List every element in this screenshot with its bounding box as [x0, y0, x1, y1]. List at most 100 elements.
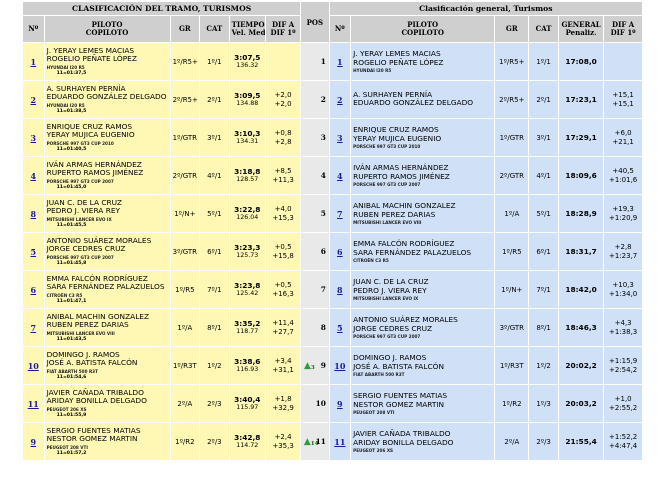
stage-crew: JAVIER CAÑADA TRIBALDO ARIDAY BONILLA DE…	[44, 385, 171, 423]
general-car-number-link[interactable]: 2	[329, 81, 352, 119]
general-time: 21:55,4	[558, 423, 605, 461]
car-model: MITSUBISHI LANCER EVO IX	[353, 296, 419, 301]
stage-category: 7º/1	[200, 271, 230, 309]
general-car-number-link[interactable]: 10	[329, 347, 352, 385]
stage-car-number-link[interactable]: 8	[23, 195, 45, 233]
stage-car-number-link[interactable]: 1	[23, 43, 45, 81]
split-time: 11=01:55,9	[56, 412, 87, 418]
position-cell: 7	[301, 271, 330, 309]
general-time: 18:46,3	[558, 309, 605, 347]
table-row: 3 ENRIQUE CRUZ RAMOS YERAY MUJICA EUGENI…	[23, 119, 643, 157]
driver-name: JAVIER CAÑADA TRIBALDO	[46, 387, 144, 397]
table-row: 6 EMMA FALCÓN RODRÍGUEZ SARA FERNÁNDEZ P…	[23, 271, 643, 309]
stage-car-number-link[interactable]: 2	[23, 81, 45, 119]
split-time: 11=01:47,1	[56, 298, 87, 304]
codriver-name: ARIDAY BONILLA DELGADO	[46, 396, 147, 405]
general-category-header: CAT	[529, 16, 559, 43]
stage-car-number-link[interactable]: 3	[23, 119, 45, 157]
stage-car-number-link[interactable]: 6	[23, 271, 45, 309]
table-row: 7 ANIBAL MACHIN GONZALEZ RUBEN PEREZ DAR…	[23, 309, 643, 347]
split-time: 11=01:40,5	[56, 146, 87, 152]
stage-diff: +3,4 +31,1	[265, 347, 302, 385]
general-car-number-link[interactable]: 6	[329, 233, 352, 271]
codriver-name: RUPERTO RAMOS JIMÉNEZ	[46, 168, 144, 177]
general-time: 18:42,0	[558, 271, 605, 309]
general-group: 2º/R5+	[495, 81, 530, 119]
stage-crew: ENRIQUE CRUZ RAMOS YERAY MUJICA EUGENIO …	[44, 119, 171, 157]
general-crew: ANIBAL MACHIN GONZALEZ RUBEN PEREZ DARIA…	[351, 195, 496, 233]
driver-name: SERGIO FUENTES MATIAS	[46, 425, 141, 435]
general-time: 17:23,1	[558, 81, 605, 119]
stage-group: 1º/R3T	[170, 347, 201, 385]
general-category: 6º/1	[529, 233, 559, 271]
stage-group: 2º/GTR	[170, 157, 201, 195]
position-up-arrow-icon: ▲3	[304, 360, 315, 371]
car-model: FIAT ABARTH 500 R3T	[353, 372, 405, 377]
driver-name: J. YERAY LEMES MACIAS	[353, 49, 441, 58]
stage-category: 6º/1	[200, 233, 230, 271]
stage-crew: ANIBAL MACHIN GONZALEZ RUBEN PEREZ DARIA…	[44, 309, 171, 347]
table-row: 5 ANTONIO SUÁREZ MORALES JORGE CEDRES CR…	[23, 233, 643, 271]
stage-crew: A. SURHAYEN PERNÍA EDUARDO GONZÁLEZ DELG…	[44, 81, 171, 119]
codriver-name: JORGE CEDRES CRUZ	[353, 323, 433, 333]
position-up-arrow-icon: ▲14	[303, 436, 319, 447]
driver-name: ENRIQUE CRUZ RAMOS	[46, 121, 133, 131]
general-time: 18:31,7	[558, 233, 605, 271]
general-crew: SERGIO FUENTES MATIAS NESTOR GOMEZ MARTI…	[351, 385, 496, 423]
general-group: 1º/A	[495, 195, 530, 233]
position-cell: 8	[301, 309, 330, 347]
stage-car-number-link[interactable]: 7	[23, 309, 45, 347]
car-model: PORSCHE 997 GT3 CUP 2007	[46, 178, 114, 184]
general-category: 7º/1	[529, 271, 559, 309]
general-diff: +1:15,9 +2:54,2	[604, 347, 643, 385]
stage-car-number-link[interactable]: 9	[23, 423, 45, 461]
stage-car-number-link[interactable]: 5	[23, 233, 45, 271]
position-cell: 2	[301, 81, 330, 119]
stage-time: 3:07,5 136.32	[229, 43, 266, 81]
codriver-name: JOSÉ A. BATISTA FALCÓN	[353, 361, 444, 371]
general-car-number-link[interactable]: 5	[329, 309, 352, 347]
driver-name: DOMINGO J. RAMOS	[353, 353, 427, 362]
driver-name: JUAN C. DE LA CRUZ	[46, 197, 122, 207]
codriver-name: ROGELIO PEÑATE LÓPEZ	[46, 54, 137, 63]
codriver-name: PEDRO J. VIERA REY	[46, 206, 121, 215]
stage-time: 3:22,8 126.04	[229, 195, 266, 233]
table-row: 11 JAVIER CAÑADA TRIBALDO ARIDAY BONILLA…	[23, 385, 643, 423]
stage-category: 8º/1	[200, 309, 230, 347]
split-time: 11=01:57,2	[56, 450, 87, 456]
general-car-number-link[interactable]: 7	[329, 195, 352, 233]
general-category: 1º/2	[529, 347, 559, 385]
stage-category: 2º/3	[200, 423, 230, 461]
car-model: CITROËN C3 R5	[46, 292, 83, 298]
driver-name: JAVIER CAÑADA TRIBALDO	[353, 429, 451, 438]
general-diff: +6,0 +21,1	[604, 119, 643, 157]
codriver-name: NESTOR GOMEZ MARTIN	[353, 399, 445, 409]
stage-group: 2º/R5+	[170, 81, 201, 119]
general-car-number-link[interactable]: 3	[329, 119, 352, 157]
general-crew: ENRIQUE CRUZ RAMOS YERAY MUJICA EUGENIO …	[351, 119, 496, 157]
stage-group: 3º/GTR	[170, 233, 201, 271]
general-car-number-link[interactable]: 1	[329, 43, 352, 81]
stage-category: 1º/1	[200, 43, 230, 81]
general-diff: +2,8 +1:23,7	[604, 233, 643, 271]
driver-name: J. YERAY LEMES MACIAS	[46, 45, 135, 55]
driver-header: PILOTO COPILOTO	[44, 16, 171, 43]
driver-name: JUAN C. DE LA CRUZ	[353, 277, 429, 286]
general-car-number-link[interactable]: 11	[329, 423, 352, 461]
stage-group: 1º/A	[170, 309, 201, 347]
stage-diff: +0,8 +2,8	[265, 119, 302, 157]
general-diff: +40,5 +1:01,6	[604, 157, 643, 195]
table-row: 1 J. YERAY LEMES MACIAS ROGELIO PEÑATE L…	[23, 43, 643, 81]
stage-car-number-link[interactable]: 11	[23, 385, 45, 423]
stage-group: 1º/R2	[170, 423, 201, 461]
general-car-number-link[interactable]: 8	[329, 271, 352, 309]
general-time: 18:28,9	[558, 195, 605, 233]
car-model: PEUGEOT 206 XS	[46, 406, 87, 412]
driver-name: A. SURHAYEN PERNÍA	[353, 89, 433, 99]
general-car-number-link[interactable]: 9	[329, 385, 352, 423]
stage-car-number-link[interactable]: 4	[23, 157, 45, 195]
table-row: 2 A. SURHAYEN PERNÍA EDUARDO GONZÁLEZ DE…	[23, 81, 643, 119]
stage-crew: SERGIO FUENTES MATIAS NESTOR GOMEZ MARTI…	[44, 423, 171, 461]
general-car-number-link[interactable]: 4	[329, 157, 352, 195]
stage-car-number-link[interactable]: 10	[23, 347, 45, 385]
